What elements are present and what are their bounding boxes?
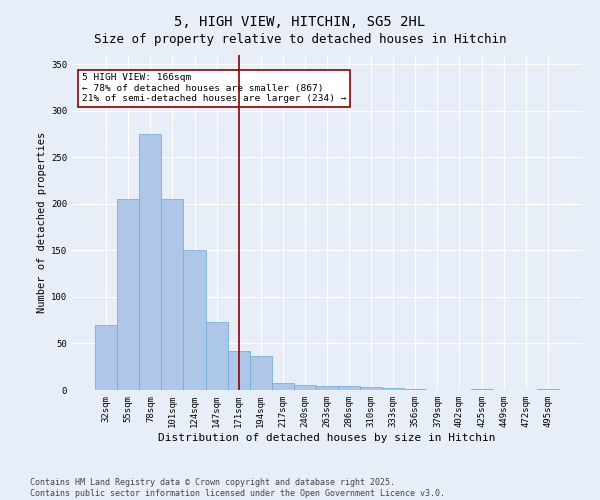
Text: Size of property relative to detached houses in Hitchin: Size of property relative to detached ho… (94, 32, 506, 46)
Bar (537, 389, 559, 390)
Text: Contains HM Land Registry data © Crown copyright and database right 2025.
Contai: Contains HM Land Registry data © Crown c… (30, 478, 445, 498)
Bar (294, 386, 316, 390)
Bar (227, 351, 250, 390)
Bar (161, 199, 184, 390)
Bar (360, 387, 382, 390)
Bar (117, 199, 139, 390)
Bar (382, 388, 404, 390)
Bar (95, 325, 117, 390)
Bar (250, 356, 272, 390)
Bar (316, 386, 338, 390)
Bar (206, 322, 227, 390)
Bar (184, 250, 206, 390)
Text: 5 HIGH VIEW: 166sqm
← 78% of detached houses are smaller (867)
21% of semi-detac: 5 HIGH VIEW: 166sqm ← 78% of detached ho… (82, 74, 347, 103)
Bar (470, 389, 493, 390)
Bar (272, 382, 294, 390)
Bar (139, 134, 161, 390)
Text: 5, HIGH VIEW, HITCHIN, SG5 2HL: 5, HIGH VIEW, HITCHIN, SG5 2HL (175, 15, 425, 29)
Bar (338, 386, 360, 390)
Bar (404, 389, 427, 390)
X-axis label: Distribution of detached houses by size in Hitchin: Distribution of detached houses by size … (158, 432, 496, 442)
Y-axis label: Number of detached properties: Number of detached properties (37, 132, 47, 313)
